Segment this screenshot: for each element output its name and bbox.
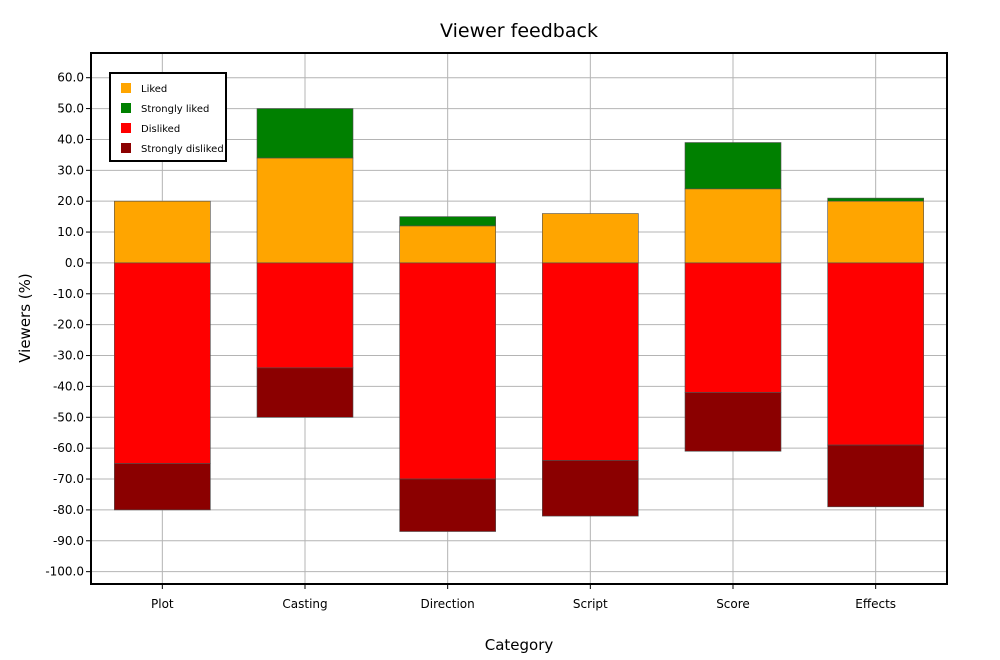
y-tick-label: -100.0 [45, 565, 84, 579]
y-tick-label: -10.0 [53, 287, 84, 301]
bar-liked [542, 213, 639, 264]
y-tick-label: 20.0 [57, 194, 84, 208]
y-tick-label: 50.0 [57, 102, 84, 116]
bar-disliked [399, 262, 496, 480]
bars [114, 108, 924, 532]
legend-label-liked: Liked [141, 84, 167, 95]
bar-strongly-disliked [542, 460, 639, 517]
x-tick-label: Casting [282, 597, 327, 611]
bar-strongly-disliked [114, 463, 211, 511]
x-tick-label: Score [716, 597, 750, 611]
bar-disliked [684, 262, 782, 393]
bar-strongly-liked [256, 108, 354, 159]
bar-liked [114, 200, 211, 264]
y-tick-label: -40.0 [53, 379, 84, 393]
y-tick-label: -20.0 [53, 318, 84, 332]
y-tick-label: 40.0 [57, 132, 84, 146]
chart-title: Viewer feedback [440, 20, 598, 42]
x-axis-label: Category [485, 636, 554, 654]
bar-disliked [114, 262, 211, 464]
y-tick-label: -30.0 [53, 349, 84, 363]
bar-disliked [256, 262, 354, 369]
y-tick-label: -80.0 [53, 503, 84, 517]
y-tick-label: 10.0 [57, 225, 84, 239]
bar-strongly-liked [399, 216, 496, 227]
legend-swatch-liked [121, 83, 131, 93]
y-tick-label: 30.0 [57, 163, 84, 177]
y-tick-label: 0.0 [65, 256, 84, 270]
x-tick-label: Effects [855, 597, 896, 611]
bar-disliked [827, 262, 924, 446]
legend-swatch-strongly-liked [121, 103, 131, 113]
legend-label-disliked: Disliked [141, 124, 180, 135]
x-tick-label: Plot [151, 597, 174, 611]
bar-strongly-disliked [827, 444, 924, 508]
legend-label-strongly-disliked: Strongly disliked [141, 144, 224, 155]
bar-strongly-disliked [684, 392, 782, 452]
plot-frame [90, 52, 948, 585]
legend: Liked Strongly liked Disliked Strongly disl… [109, 72, 227, 162]
legend-label-strongly-liked: Strongly liked [141, 104, 209, 115]
bar-liked [399, 225, 496, 264]
x-tick-label: Direction [421, 597, 475, 611]
x-tick-label: Script [573, 597, 608, 611]
bar-strongly-disliked [399, 478, 496, 532]
bar-liked [256, 157, 354, 264]
y-tick-label: -60.0 [53, 441, 84, 455]
legend-swatch-disliked [121, 123, 131, 133]
y-tick-label: -50.0 [53, 410, 84, 424]
y-ticks: 60.0 50.0 40.0 30.0 20.0 10.0 0.0 -10.0 -20.0 -30… [45, 71, 91, 579]
legend-swatch-strongly-disliked [121, 143, 131, 153]
y-tick-label: -70.0 [53, 472, 84, 486]
bar-liked [827, 200, 924, 264]
bar-disliked [542, 262, 639, 461]
bar-strongly-liked [684, 142, 782, 190]
bar-strongly-liked [827, 197, 924, 202]
y-tick-label: 60.0 [57, 71, 84, 85]
bar-liked [684, 188, 782, 264]
y-axis-label: Viewers (%) [16, 273, 34, 363]
bar-strongly-disliked [256, 367, 354, 418]
x-ticks: Plot Casting Direction Script Score Effects [151, 584, 896, 611]
y-tick-label: -90.0 [53, 534, 84, 548]
